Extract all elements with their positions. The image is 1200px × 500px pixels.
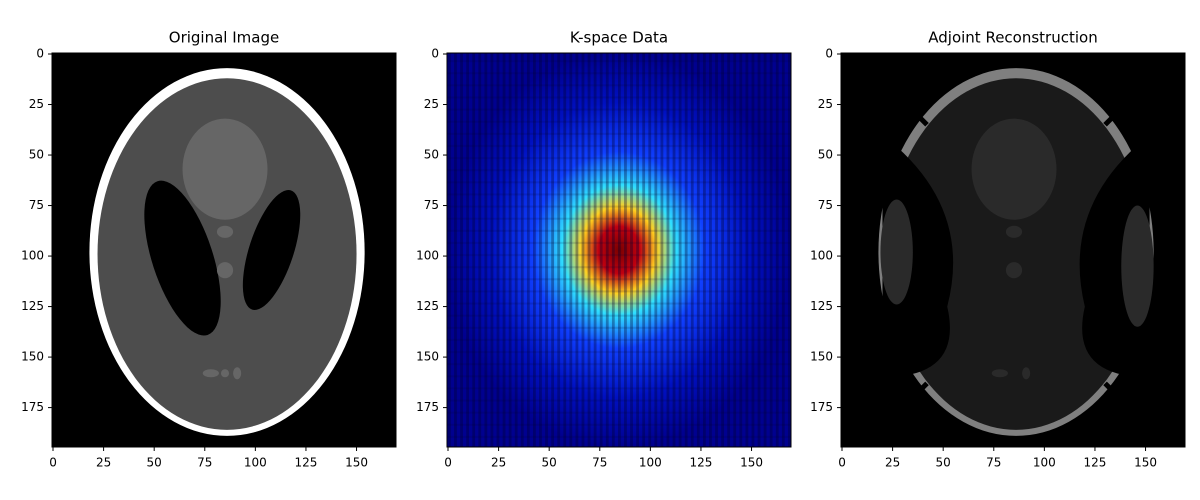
y-tick-label: 150 (21, 350, 44, 364)
x-tick-label: 50 (542, 456, 557, 470)
y-tick-label: 50 (818, 148, 833, 162)
y-tick-label: 175 (416, 400, 439, 414)
y-tick-label: 125 (810, 299, 833, 313)
recon-ring-gap (904, 381, 929, 406)
image-holder (841, 53, 1185, 447)
recon-ring-gap (904, 102, 929, 127)
image-holder (52, 53, 396, 447)
panel: K-space Data 0 25 50 75 100 125 150 0 25 50 75 100 12… (416, 29, 792, 470)
recon-ring-gap (1103, 102, 1128, 127)
x-tick-label: 150 (345, 456, 368, 470)
x-tick-label: 100 (639, 456, 662, 470)
phantom-right-lobe (242, 190, 301, 310)
phantom-spot (216, 225, 234, 238)
y-tick-label: 50 (29, 148, 44, 162)
image (841, 53, 1185, 447)
x-tick-label: 50 (936, 456, 951, 470)
y-tick-label: 150 (810, 350, 833, 364)
x-tick-label: 125 (294, 456, 317, 470)
axes-frame (51, 52, 397, 448)
x-tick-label: 0 (444, 456, 452, 470)
y-tick-label: 150 (416, 350, 439, 364)
y-tick-label: 100 (810, 249, 833, 263)
axes-frame (840, 52, 1186, 448)
phantom-brain (97, 78, 357, 430)
y-tick-label: 125 (416, 299, 439, 313)
panel-title: Original Image (169, 29, 279, 47)
recon-spot (1022, 367, 1031, 380)
recon-brain (886, 78, 1146, 430)
y-tick-label: 0 (431, 47, 439, 61)
panel: Adjoint Reconstruction 0 25 50 75 100 125 150 0 2… (810, 29, 1186, 470)
recon-left-lobe (880, 199, 913, 305)
y-tick-label: 0 (825, 47, 833, 61)
x-tick-label: 25 (885, 456, 900, 470)
y-tick-label: 25 (29, 97, 44, 111)
recon-left-dark (882, 134, 954, 378)
phantom-left-lobe (144, 180, 221, 336)
y-tick-label: 25 (818, 97, 833, 111)
recon-blob (971, 118, 1057, 220)
image-holder (447, 53, 791, 447)
x-tick-label: 75 (986, 456, 1001, 470)
y-tick-label: 25 (424, 97, 439, 111)
recon-ring-gap (1103, 381, 1128, 406)
y-tick-label: 50 (424, 148, 439, 162)
x-tick-label: 100 (244, 456, 267, 470)
recon-spot (991, 369, 1008, 378)
recon-spot (1005, 262, 1023, 279)
recon-right-lobe (1121, 205, 1154, 327)
x-tick-label: 25 (491, 456, 506, 470)
x-tick-label: 150 (1134, 456, 1157, 470)
y-tick-label: 75 (818, 198, 833, 212)
y-tick-label: 100 (416, 249, 439, 263)
recon-spot (1005, 225, 1023, 238)
x-tick-label: 25 (96, 456, 111, 470)
y-tick-label: 75 (29, 198, 44, 212)
x-tick-label: 125 (689, 456, 712, 470)
x-tick-label: 50 (147, 456, 162, 470)
image (447, 53, 791, 447)
y-tick-label: 75 (424, 198, 439, 212)
phantom-spot (233, 367, 242, 380)
x-tick-label: 125 (1083, 456, 1106, 470)
x-tick-label: 150 (740, 456, 763, 470)
x-tick-label: 100 (1033, 456, 1056, 470)
panel-title: K-space Data (570, 29, 668, 47)
phantom-blob (182, 118, 268, 220)
panel: Original Image 0 25 50 75 100 125 150 0 25 50 75 100… (21, 29, 397, 470)
y-tick-label: 100 (21, 249, 44, 263)
x-tick-label: 75 (592, 456, 607, 470)
image (52, 53, 396, 447)
x-tick-label: 0 (49, 456, 57, 470)
axes-frame (446, 52, 792, 448)
phantom-spot (220, 369, 230, 378)
y-tick-label: 175 (810, 400, 833, 414)
y-tick-label: 175 (21, 400, 44, 414)
x-tick-label: 0 (838, 456, 846, 470)
kspace-texture (447, 53, 791, 447)
y-tick-label: 125 (21, 299, 44, 313)
y-tick-label: 0 (36, 47, 44, 61)
panel-title: Adjoint Reconstruction (928, 29, 1097, 47)
phantom-spot (216, 262, 234, 279)
x-tick-label: 75 (197, 456, 212, 470)
phantom-spot (202, 369, 219, 378)
